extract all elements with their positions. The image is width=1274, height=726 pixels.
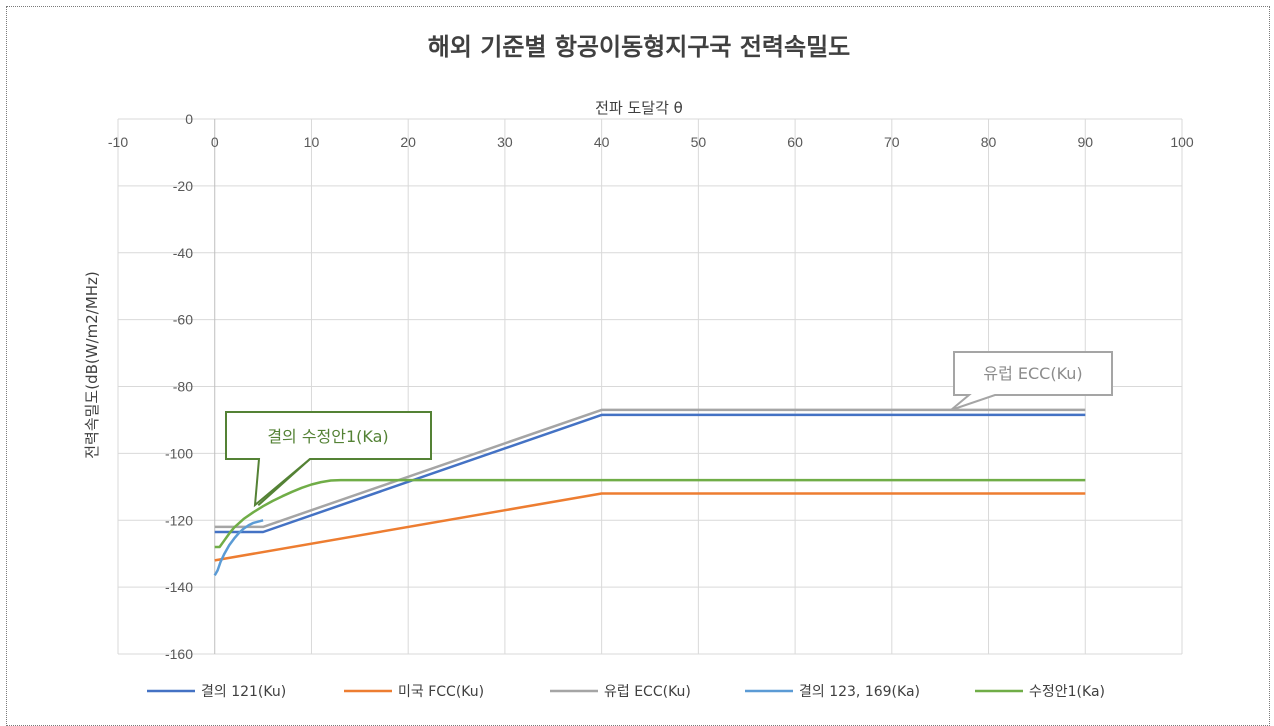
series-line-2 [214, 408, 1086, 529]
x-tick-label: 40 [594, 134, 610, 150]
callout-gray-box [950, 351, 1113, 411]
y-tick-label: -20 [173, 178, 193, 194]
x-tick-label: 70 [884, 134, 900, 150]
callouts: 결의 수정안1(Ka) 유럽 ECC(Ku) [225, 351, 1113, 508]
x-tick-label: 100 [1170, 134, 1194, 150]
y-axis-title: 전력속밀도(dB(W/m2/MHz) [83, 271, 101, 459]
x-tick-label: 10 [304, 134, 320, 150]
x-tick-label: 20 [400, 134, 416, 150]
x-tick-label: 30 [497, 134, 513, 150]
y-tick-label: -40 [173, 245, 193, 261]
y-tick-label: -100 [165, 445, 193, 461]
chart-svg: 해외 기준별 항공이동형지구국 전력속밀도 전파 도달각 θ 전력속밀도(dB(… [83, 33, 1194, 700]
tick-labels: -10 0 10 20 30 40 50 60 70 80 90 1000-20-40-60-80-1… [108, 111, 1194, 662]
y-tick-label: -120 [165, 512, 193, 528]
y-tick-label: 0 [185, 111, 193, 127]
x-tick-label: 60 [787, 134, 803, 150]
callout-green-box [225, 411, 432, 508]
series-line-1 [214, 492, 1086, 562]
y-tick-label: -80 [173, 379, 193, 395]
y-tick-label: -60 [173, 312, 193, 328]
callout-green-text: 결의 수정안1(Ka) [267, 427, 388, 446]
callout-gray-text: 유럽 ECC(Ku) [983, 364, 1082, 383]
grid [117, 118, 1183, 655]
legend-label-3: 결의 123, 169(Ka) [799, 684, 920, 700]
x-axis-title: 전파 도달각 θ [595, 99, 683, 117]
callout-green-leader [257, 458, 311, 506]
legend-label-0: 결의 121(Ku) [201, 684, 286, 700]
chart-frame: 해외 기준별 항공이동형지구국 전력속밀도 전파 도달각 θ 전력속밀도(dB(… [6, 6, 1270, 726]
legend-label-2: 유럽 ECC(Ku) [604, 684, 691, 700]
x-tick-label: 0 [211, 134, 219, 150]
y-tick-label: -140 [165, 579, 193, 595]
x-tick-label: 90 [1077, 134, 1093, 150]
y-tick-label: -160 [165, 646, 193, 662]
chart-title: 해외 기준별 항공이동형지구국 전력속밀도 [428, 33, 851, 61]
series-lines [213, 408, 1086, 577]
x-tick-label: -10 [108, 134, 128, 150]
legend: 결의 121(Ku) 미국 FCC(Ku) 유럽 ECC(Ku) 결의 123, 16… [147, 684, 1105, 700]
x-tick-label: 50 [691, 134, 707, 150]
legend-label-1: 미국 FCC(Ku) [398, 684, 484, 700]
x-tick-label: 80 [981, 134, 997, 150]
series-line-4 [214, 478, 1086, 549]
series-line-3 [213, 519, 264, 577]
legend-label-4: 수정안1(Ka) [1029, 684, 1105, 700]
